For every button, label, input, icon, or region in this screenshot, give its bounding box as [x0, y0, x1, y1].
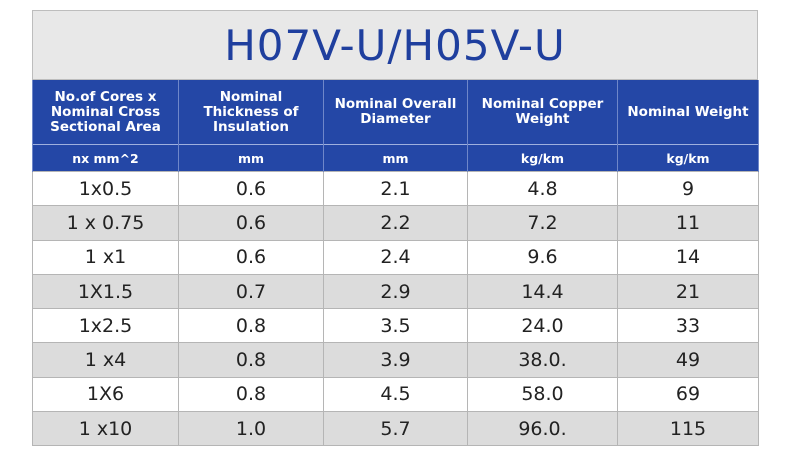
cell: 2.2 [323, 205, 468, 241]
units-row: nx mm^2 mm mm kg/km kg/km [32, 144, 759, 172]
cell: 1X1.5 [32, 273, 179, 310]
unit-cell: kg/km [617, 144, 759, 172]
cell: 21 [617, 273, 759, 310]
cell: 2.9 [323, 273, 468, 310]
cell: 0.6 [178, 205, 324, 241]
cell: 115 [617, 411, 759, 447]
cell: 69 [617, 376, 759, 413]
data-row: 1X1.5 0.7 2.9 14.4 21 [32, 273, 759, 310]
cell: 11 [617, 205, 759, 241]
cell: 0.7 [178, 273, 324, 310]
cell: 7.2 [467, 205, 618, 241]
cell: 2.4 [323, 239, 468, 275]
cell: 1x0.5 [32, 170, 179, 207]
data-row: 1 x4 0.8 3.9 38.0. 49 [32, 342, 759, 378]
table-body: No.of Cores x Nominal Cross Sectional Ar… [32, 80, 759, 447]
data-row: 1X6 0.8 4.5 58.0 69 [32, 376, 759, 413]
cell: 49 [617, 342, 759, 378]
cell: 0.8 [178, 308, 324, 344]
column-header: Nominal Weight [617, 80, 759, 145]
data-row: 1 x 0.75 0.6 2.2 7.2 11 [32, 205, 759, 241]
unit-cell: mm [178, 144, 324, 172]
cell: 24.0 [467, 308, 618, 344]
title: H07V-U/H05V-U [32, 10, 758, 80]
cell: 96.0. [467, 411, 618, 447]
cell: 9 [617, 170, 759, 207]
data-row: 1 x10 1.0 5.7 96.0. 115 [32, 411, 759, 447]
header-row: No.of Cores x Nominal Cross Sectional Ar… [32, 80, 759, 145]
table: No.of Cores x Nominal Cross Sectional Ar… [32, 80, 759, 447]
column-header: Nominal Thickness of Insulation [178, 80, 324, 145]
cell: 1 x4 [32, 342, 179, 378]
cell: 1 x 0.75 [32, 205, 179, 241]
cell: 1 x1 [32, 239, 179, 275]
cell: 4.8 [467, 170, 618, 207]
spec-table: H07V-U/H05V-U No.of Cores x Nominal Cros… [32, 10, 759, 447]
cell: 0.6 [178, 170, 324, 207]
cell: 14 [617, 239, 759, 275]
cell: 4.5 [323, 376, 468, 413]
cell: 33 [617, 308, 759, 344]
data-row: 1 x1 0.6 2.4 9.6 14 [32, 239, 759, 275]
cell: 1x2.5 [32, 308, 179, 344]
cell: 3.5 [323, 308, 468, 344]
unit-cell: mm [323, 144, 468, 172]
cell: 0.8 [178, 342, 324, 378]
cell: 1X6 [32, 376, 179, 413]
cell: 2.1 [323, 170, 468, 207]
cell: 1 x10 [32, 411, 179, 447]
cell: 0.8 [178, 376, 324, 413]
cell: 1.0 [178, 411, 324, 447]
unit-cell: kg/km [467, 144, 618, 172]
cell: 5.7 [323, 411, 468, 447]
column-header: Nominal Overall Diameter [323, 80, 468, 145]
cell: 38.0. [467, 342, 618, 378]
data-row: 1x0.5 0.6 2.1 4.8 9 [32, 170, 759, 207]
column-header: Nominal Copper Weight [467, 80, 618, 145]
unit-cell: nx mm^2 [32, 144, 179, 172]
column-header: No.of Cores x Nominal Cross Sectional Ar… [32, 80, 179, 145]
cell: 3.9 [323, 342, 468, 378]
cell: 9.6 [467, 239, 618, 275]
cell: 0.6 [178, 239, 324, 275]
cell: 58.0 [467, 376, 618, 413]
data-row: 1x2.5 0.8 3.5 24.0 33 [32, 308, 759, 344]
cell: 14.4 [467, 273, 618, 310]
